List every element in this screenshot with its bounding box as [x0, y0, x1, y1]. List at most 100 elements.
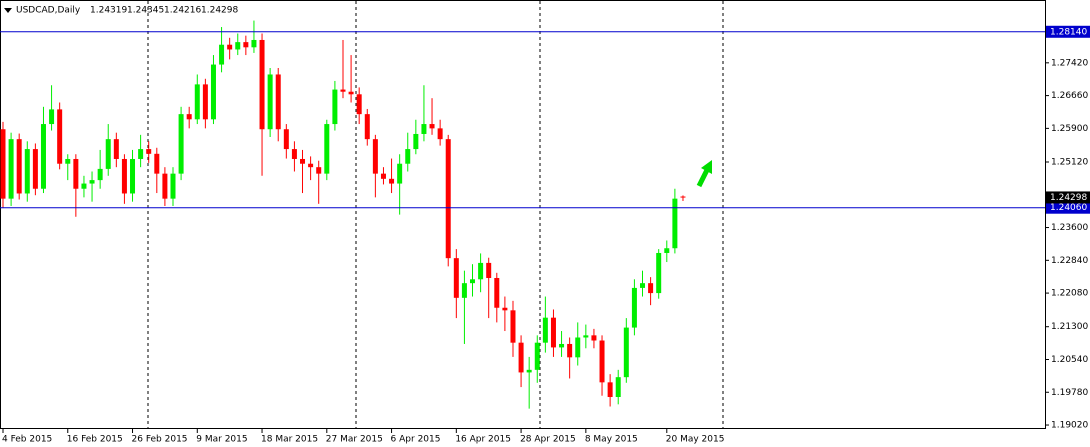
candle-body	[324, 124, 330, 174]
candle-body	[397, 163, 403, 184]
candle-body	[0, 129, 6, 199]
arrow-head	[701, 160, 712, 174]
candle-body	[575, 337, 581, 358]
level-label: 1.24060	[1050, 203, 1087, 213]
candle-body	[138, 149, 144, 159]
candle-body	[380, 173, 386, 179]
candle-body	[445, 139, 451, 259]
candle-body	[453, 258, 459, 298]
level-label-bg	[1046, 201, 1090, 214]
level-label: 1.28140	[1050, 27, 1087, 37]
x-tick-label: 9 Mar 2015	[196, 435, 247, 445]
x-tick-label: 16 Apr 2015	[455, 435, 511, 445]
candle-body	[413, 133, 419, 150]
candle-body	[194, 84, 200, 120]
candle-body	[648, 283, 654, 294]
candle-body	[154, 153, 160, 174]
candle-body	[81, 183, 87, 189]
y-tick-label: 1.27420	[1051, 58, 1088, 68]
candle-body	[364, 114, 370, 140]
y-tick-label: 1.19780	[1051, 388, 1088, 398]
candle-body	[672, 198, 678, 249]
candle-body	[591, 335, 597, 341]
candle-body	[631, 287, 637, 328]
price-label-bg	[1046, 191, 1090, 204]
candle-body	[259, 39, 265, 130]
trend-arrow	[696, 160, 712, 188]
y-tick-label: 1.26660	[1051, 91, 1088, 101]
candle-body	[340, 89, 346, 92]
x-tick-label: 4 Feb 2015	[2, 435, 52, 445]
candle-body	[251, 39, 257, 48]
y-tick-label: 1.22080	[1051, 289, 1088, 299]
y-tick-label: 1.25900	[1051, 124, 1088, 134]
candle-body	[316, 167, 322, 174]
candle-body	[429, 124, 435, 129]
candle-body	[494, 277, 500, 308]
level-label-bg	[1046, 25, 1090, 38]
candle-body	[210, 64, 216, 120]
candle-body	[348, 91, 354, 95]
candle-body	[219, 44, 225, 65]
candle-body	[567, 343, 573, 358]
candle-body	[178, 114, 184, 174]
y-tick-label: 1.19020	[1051, 421, 1088, 431]
chart-title: USDCAD,Daily	[16, 6, 81, 16]
candle-body	[89, 180, 95, 184]
candle-body	[534, 342, 540, 370]
candle-body	[518, 342, 524, 373]
candle-body	[146, 149, 152, 154]
candle-body	[267, 74, 273, 130]
candle-body	[105, 139, 111, 169]
candle-body	[332, 89, 338, 125]
x-tick-label: 16 Feb 2015	[67, 435, 123, 445]
candle-body	[300, 158, 306, 164]
candle-body	[57, 109, 63, 164]
y-tick-label: 1.23600	[1051, 223, 1088, 233]
candle-body	[550, 317, 556, 348]
candle-body	[130, 158, 136, 194]
candle-body	[227, 44, 233, 50]
candle-body	[664, 248, 670, 253]
y-tick-label: 1.22840	[1051, 256, 1088, 266]
candle-body	[421, 124, 427, 134]
x-tick-label: 28 Apr 2015	[520, 435, 576, 445]
header-high: 1.24345	[127, 6, 164, 16]
y-tick-label: 1.20540	[1051, 355, 1088, 365]
x-tick-label: 27 Mar 2015	[326, 435, 383, 445]
candle-body	[640, 283, 646, 288]
candle-body	[623, 327, 629, 378]
candle-body	[32, 149, 38, 189]
candle-body	[372, 139, 378, 174]
candle-body	[510, 310, 516, 343]
candle-body	[170, 173, 176, 199]
candle-body	[502, 307, 508, 311]
candle-body	[97, 168, 103, 181]
candle-body	[405, 149, 411, 164]
candle-body	[235, 42, 241, 50]
candle-body	[470, 279, 476, 284]
arrow-shaft	[696, 168, 710, 188]
menu-arrow	[4, 8, 12, 13]
candle-body	[113, 139, 119, 159]
header-open: 1.24319	[90, 6, 127, 16]
candle-body	[186, 114, 192, 120]
candle-body	[121, 158, 127, 194]
candle-body	[607, 382, 613, 398]
candle-body	[73, 158, 79, 189]
price-label: 1.24298	[1050, 193, 1087, 203]
period-separators	[147, 1, 724, 428]
candle-body	[243, 42, 249, 48]
x-tick-label: 18 Mar 2015	[261, 435, 318, 445]
candle-body	[680, 196, 686, 198]
candle-body	[40, 124, 46, 189]
candle-body	[16, 139, 22, 194]
y-tick-label: 1.21300	[1051, 322, 1088, 332]
candle-body	[656, 252, 662, 294]
candle-body	[615, 377, 621, 398]
candle-body	[559, 343, 565, 348]
candle-body	[486, 262, 492, 278]
candle-body	[437, 128, 443, 140]
x-tick-label: 26 Feb 2015	[132, 435, 188, 445]
